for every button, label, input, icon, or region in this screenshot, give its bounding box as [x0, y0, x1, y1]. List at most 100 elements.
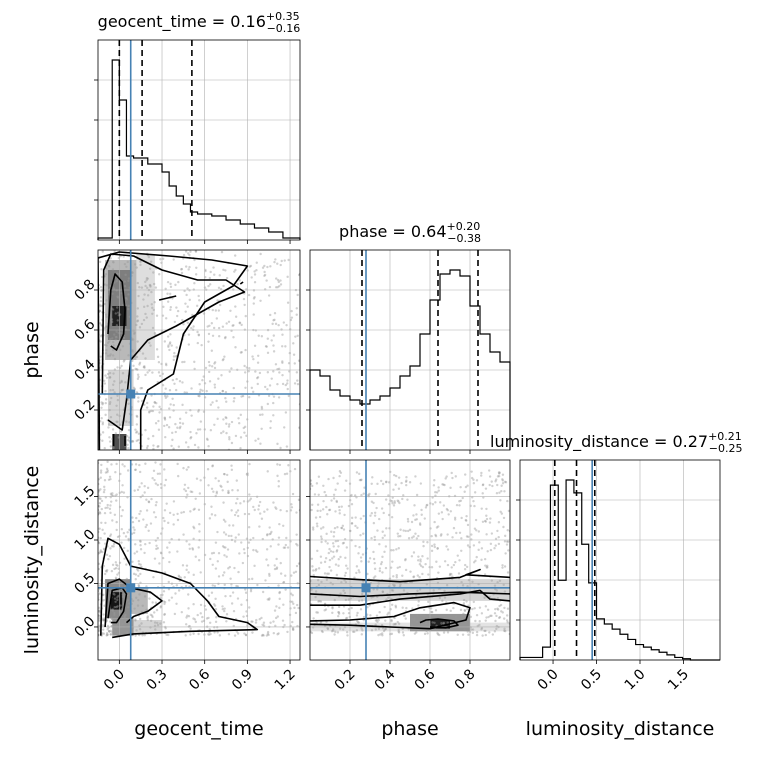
sample-point [172, 523, 175, 526]
sample-point [264, 345, 268, 348]
sample-point [387, 596, 390, 599]
sample-point [336, 482, 339, 485]
sample-point [127, 624, 131, 628]
sample-point [234, 434, 238, 438]
sample-point [419, 564, 423, 568]
sample-point [232, 609, 236, 613]
sample-point [396, 532, 399, 535]
sample-point [236, 497, 239, 501]
sample-point [136, 319, 140, 322]
sample-point [480, 558, 483, 562]
sample-point [237, 570, 240, 574]
sample-point [450, 471, 453, 475]
title-upper-error: +0.20 [447, 220, 481, 233]
sample-point [243, 512, 247, 516]
sample-point [136, 377, 140, 381]
sample-point [126, 443, 129, 446]
sample-point [475, 479, 479, 482]
sample-point [136, 307, 140, 310]
sample-point [316, 611, 319, 614]
sample-point [151, 312, 154, 315]
sample-point [276, 615, 279, 618]
sample-point [480, 626, 484, 630]
sample-point [414, 475, 417, 478]
sample-point [408, 481, 412, 484]
sample-point [249, 590, 253, 593]
sample-point [331, 606, 334, 609]
sample-point [117, 273, 120, 276]
sample-point [141, 494, 144, 497]
sample-point [454, 615, 458, 618]
sample-point [131, 359, 134, 363]
sample-point [184, 411, 188, 414]
sample-point [266, 598, 269, 601]
sample-point [466, 585, 469, 588]
sample-point [193, 282, 196, 285]
sample-point [159, 605, 163, 608]
sample-point [445, 475, 448, 478]
sample-point [222, 284, 225, 288]
sample-point [423, 617, 426, 620]
sample-point [238, 552, 241, 555]
sample-point [328, 547, 331, 551]
sample-point [109, 629, 113, 632]
sample-point [344, 598, 348, 602]
sample-point [111, 308, 115, 311]
sample-point [206, 468, 210, 471]
sample-point [192, 508, 195, 511]
sample-point [486, 566, 489, 569]
sample-point [193, 618, 197, 621]
sample-point [124, 273, 127, 277]
sample-point [143, 551, 146, 555]
sample-point [120, 388, 123, 392]
sample-point [257, 334, 260, 337]
sample-point [345, 546, 348, 549]
sample-point [209, 429, 213, 432]
sample-point [135, 568, 139, 571]
sample-point [281, 333, 284, 336]
sample-point [458, 559, 461, 562]
sample-point [190, 490, 194, 494]
sample-point [389, 566, 393, 569]
sample-point [141, 634, 144, 637]
sample-point [108, 630, 111, 633]
sample-point [424, 562, 427, 566]
sample-point [165, 363, 168, 367]
sample-point [359, 556, 363, 559]
sample-point [339, 592, 342, 595]
sample-point [126, 434, 129, 438]
sample-point [395, 548, 398, 551]
sample-point [116, 366, 119, 369]
sample-point [277, 632, 280, 635]
sample-point [112, 592, 115, 595]
sample-point [501, 566, 504, 569]
sample-point [253, 508, 256, 512]
sample-point [115, 605, 118, 609]
sample-point [381, 627, 385, 630]
sample-point [310, 482, 313, 486]
title-value: phase = 0.64 [339, 222, 446, 241]
sample-point [101, 423, 104, 426]
sample-point [188, 253, 191, 257]
sample-point [120, 389, 123, 392]
sample-point [217, 575, 221, 578]
sample-point [316, 549, 319, 553]
sample-point [137, 438, 140, 442]
sample-point [332, 545, 335, 548]
sample-point [355, 629, 359, 632]
sample-point [122, 491, 126, 494]
sample-point [150, 303, 153, 306]
sample-point [124, 613, 127, 617]
sample-point [108, 475, 112, 479]
sample-point [411, 617, 414, 621]
sample-point [143, 485, 146, 488]
x-tick-label: 0.4 [372, 666, 399, 693]
sample-point [250, 620, 253, 623]
sample-point [504, 534, 507, 538]
sample-point [100, 335, 103, 338]
sample-point [109, 415, 113, 419]
sample-point [266, 470, 269, 473]
sample-point [281, 360, 284, 363]
sample-point [151, 434, 155, 438]
sample-point [323, 572, 327, 575]
